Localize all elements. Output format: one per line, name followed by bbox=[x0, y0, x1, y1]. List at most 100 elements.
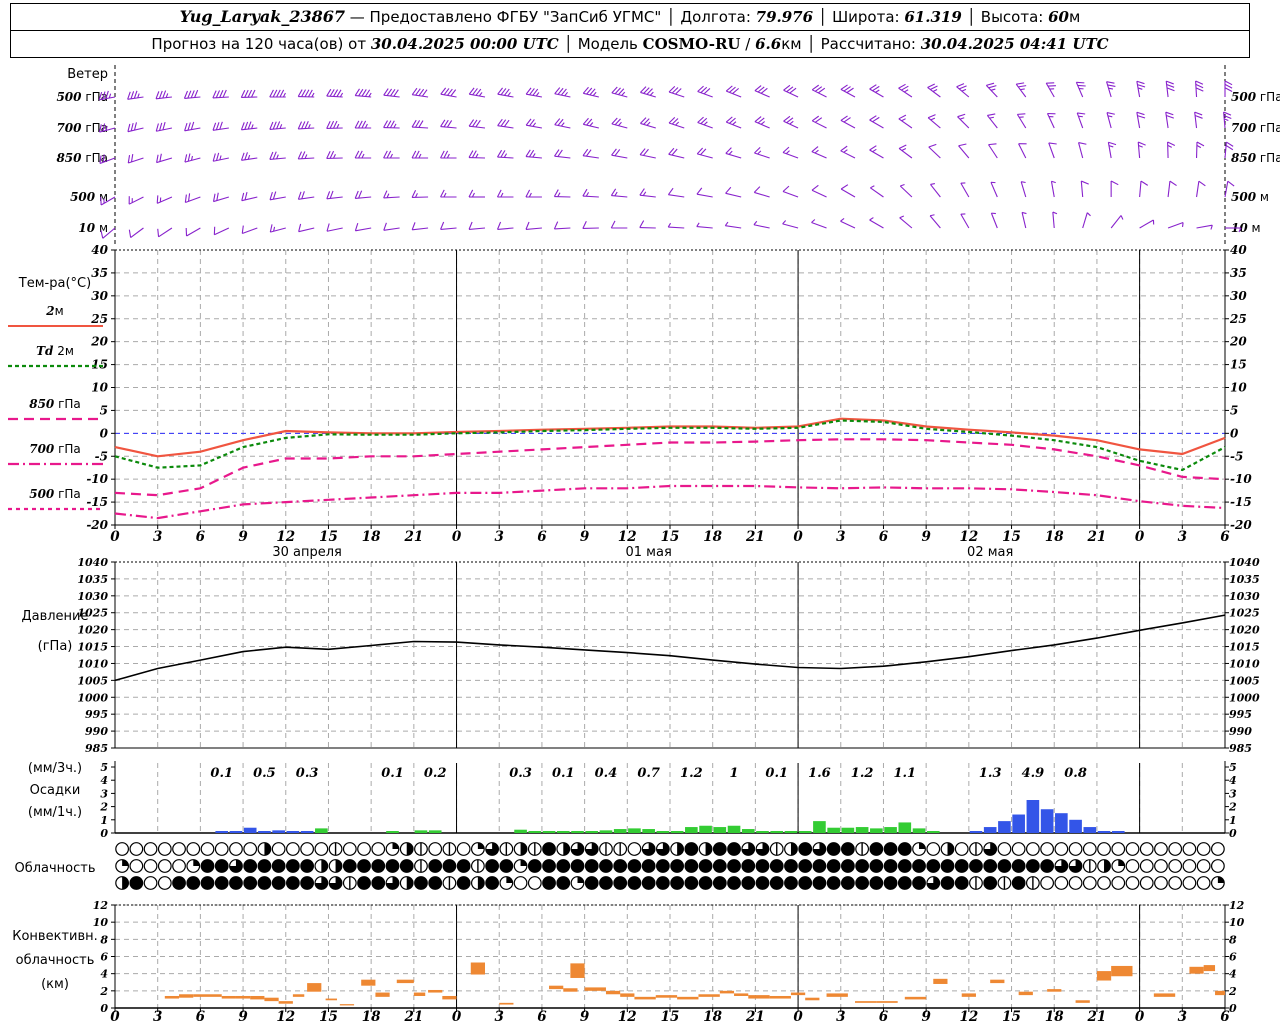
temp-ytick-right: -5 bbox=[1230, 449, 1243, 463]
cloud-symbol-icon bbox=[812, 876, 827, 890]
conv-xtick: 12 bbox=[959, 1009, 978, 1024]
cloud-symbol-icon bbox=[812, 842, 827, 856]
header2-seg-9: Рассчитано: bbox=[820, 35, 921, 53]
wind-barb-icon bbox=[468, 189, 485, 198]
precip-bar-h39 bbox=[670, 831, 684, 833]
wind-barb-icon bbox=[354, 190, 372, 199]
conv-cloud-segment bbox=[428, 989, 443, 993]
precip-title-1: (мм/3ч.) bbox=[28, 761, 82, 776]
wind-barb-icon bbox=[1194, 111, 1203, 129]
precip-ytick-left: 1 bbox=[100, 814, 108, 827]
precip-3h-sum: 1.3 bbox=[979, 766, 1002, 781]
cloud-symbol-icon bbox=[371, 876, 386, 890]
pressure-ytick-left: 990 bbox=[85, 725, 108, 738]
date-label: 01 мая bbox=[626, 545, 672, 560]
conv-ytick-right: 8 bbox=[1229, 933, 1237, 946]
precip-ytick-right: 5 bbox=[1229, 761, 1237, 774]
cloud-symbol-icon bbox=[371, 842, 386, 856]
cloud-symbol-icon bbox=[1011, 876, 1026, 890]
precip-bar-h50 bbox=[827, 827, 840, 833]
precip-3h-sum: 1.1 bbox=[893, 766, 916, 781]
cloud-symbol-icon bbox=[1154, 859, 1168, 873]
header2-seg-1: 30.04.2025 00:00 UTC bbox=[370, 35, 559, 53]
precip-bar-h22 bbox=[428, 830, 442, 833]
conv-ytick-left: 8 bbox=[100, 933, 108, 946]
conv-cloud-segment bbox=[375, 992, 390, 997]
cloud-symbol-icon bbox=[1125, 876, 1140, 890]
cloud-symbol-icon bbox=[399, 876, 414, 890]
cloud-symbol-icon bbox=[556, 842, 571, 856]
precip-bar-h38 bbox=[656, 831, 670, 833]
cloud-symbol-icon bbox=[1082, 859, 1097, 873]
wind-barb-icon bbox=[957, 113, 970, 129]
wind-barb-icon bbox=[241, 225, 258, 234]
conv-cloud-segment bbox=[235, 995, 251, 999]
temp-series-700 гПа bbox=[114, 484, 1226, 520]
cloud-symbol-icon bbox=[727, 876, 741, 890]
pressure-ytick-right: 1010 bbox=[1229, 657, 1260, 670]
cloud-symbol-icon bbox=[883, 842, 898, 856]
conv-cloud-segment bbox=[250, 995, 265, 1000]
pressure-ytick-right: 1015 bbox=[1229, 641, 1260, 654]
temp-ytick-left: -5 bbox=[95, 449, 108, 463]
temp-xtick: 21 bbox=[403, 529, 423, 545]
wind-barb-icon bbox=[696, 147, 713, 159]
wind-barb-icon bbox=[240, 121, 258, 131]
cloud-symbol-icon bbox=[1011, 859, 1026, 873]
header1-seg-4: 79.976 bbox=[755, 8, 814, 26]
wind-barb-icon bbox=[1048, 142, 1057, 159]
conv-ytick-right: 0 bbox=[1229, 1002, 1237, 1015]
wind-barb-icon bbox=[326, 223, 343, 232]
precip-bar-h60 bbox=[969, 831, 983, 833]
cloud-symbol-icon bbox=[485, 842, 500, 856]
pressure-ytick-left: 1040 bbox=[77, 556, 108, 569]
conv-xtick: 15 bbox=[1002, 1009, 1021, 1024]
wind-barb-icon bbox=[811, 219, 827, 229]
pressure-ytick-left: 1025 bbox=[77, 607, 108, 620]
cloud-symbol-icon bbox=[784, 859, 798, 873]
wind-barb-icon bbox=[1195, 80, 1204, 98]
cloud-symbol-icon bbox=[357, 876, 371, 890]
precip-bar-h65 bbox=[1040, 809, 1054, 833]
cloud-symbol-icon bbox=[741, 876, 756, 890]
wind-barb-icon bbox=[354, 88, 372, 98]
pressure-ytick-right: 1040 bbox=[1229, 556, 1260, 569]
cloud-symbol-icon bbox=[926, 876, 941, 890]
conv-cloud-segment bbox=[748, 995, 770, 999]
cloud-symbol-icon bbox=[1025, 842, 1040, 856]
wind-barb-icon bbox=[127, 153, 144, 164]
cloud-symbol-icon bbox=[157, 876, 172, 890]
cloud-symbol-icon bbox=[414, 876, 428, 890]
header1-seg-2: │ bbox=[666, 8, 676, 26]
header-row-forecast-info: Прогноз на 120 часа(ов) от 30.04.2025 00… bbox=[10, 31, 1250, 58]
legend-label-2: 850 гПа bbox=[29, 397, 81, 411]
conv-xtick: 21 bbox=[403, 1009, 423, 1024]
wind-barb-icon bbox=[269, 224, 286, 233]
cloud-symbol-icon bbox=[599, 842, 613, 856]
cloud-symbol-icon bbox=[357, 842, 371, 856]
wind-barb-icon bbox=[697, 116, 713, 129]
wind-barb-icon bbox=[668, 147, 685, 159]
wind-barb-icon bbox=[927, 83, 941, 98]
conv-cloud-segment bbox=[1189, 966, 1204, 974]
wind-barb-icon bbox=[497, 87, 514, 98]
conv-cloud-segment bbox=[413, 992, 426, 996]
cloud-symbol-icon bbox=[285, 859, 300, 873]
cloud-symbol-icon bbox=[869, 842, 884, 856]
wind-barb-icon bbox=[1082, 212, 1091, 229]
temp-ytick-left: 0 bbox=[100, 426, 109, 440]
wind-barb-icon bbox=[440, 119, 457, 129]
cloud-symbol-icon bbox=[1097, 859, 1111, 873]
precip-bar-h45 bbox=[756, 831, 769, 833]
wind-barb-icon bbox=[869, 217, 884, 229]
conv-xtick: 18 bbox=[703, 1009, 722, 1024]
precip-bar-h37 bbox=[642, 829, 655, 833]
wind-barb-icon bbox=[100, 196, 116, 206]
temp-xtick: 15 bbox=[661, 529, 680, 545]
precip-3h-sum: 0.2 bbox=[424, 766, 447, 781]
conv-cloud-segment bbox=[605, 990, 621, 995]
cloud-symbol-icon bbox=[186, 859, 201, 873]
temp-ytick-left: 40 bbox=[91, 243, 108, 257]
wind-barb-icon bbox=[696, 187, 713, 198]
precip-bar-h11 bbox=[272, 830, 285, 833]
